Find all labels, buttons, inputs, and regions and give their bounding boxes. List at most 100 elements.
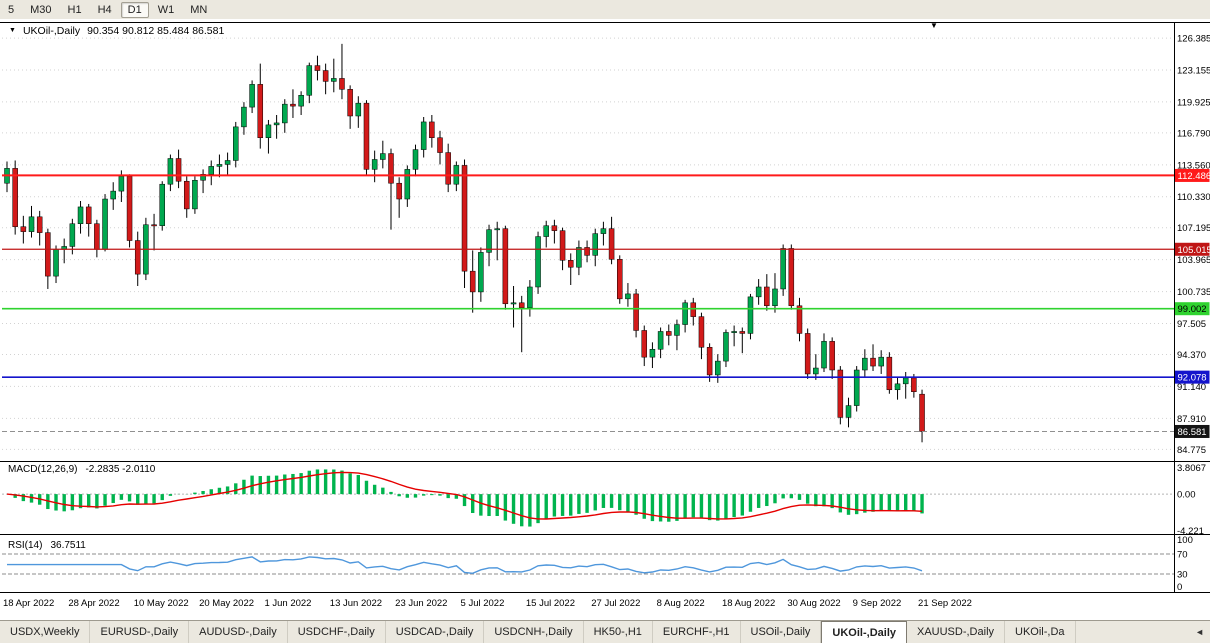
candle-body — [682, 302, 688, 325]
timeframe-button-mn[interactable]: MN — [190, 3, 208, 16]
tab-usdcad-daily[interactable]: USDCAD-,Daily — [385, 621, 485, 643]
price-line-label-box — [1175, 424, 1210, 438]
timeframe-button-h4[interactable]: H4 — [97, 3, 112, 16]
candle-body — [208, 166, 214, 175]
candle-body — [788, 248, 795, 307]
candle-body — [821, 341, 827, 369]
candle-body — [102, 198, 108, 250]
candle-body — [298, 94, 304, 107]
candle-body — [608, 228, 615, 260]
candle-body — [461, 165, 468, 272]
candle-body — [902, 377, 909, 385]
tab-usdchf-daily[interactable]: USDCHF-,Daily — [287, 621, 386, 643]
candle-body — [576, 247, 582, 268]
candle-body — [641, 330, 648, 358]
timeframe-button-m30[interactable]: M30 — [30, 3, 52, 16]
chart-title: ▼ UKOil-,Daily 90.354 90.812 85.484 86.5… — [6, 25, 228, 37]
candle-body — [420, 121, 427, 150]
tab-ukoil-daily[interactable]: UKOil-,Daily — [821, 621, 907, 643]
candle-body — [715, 360, 721, 376]
candle-body — [12, 168, 18, 227]
candle-body — [853, 369, 860, 406]
candle-body — [380, 153, 386, 160]
candle-body — [404, 169, 411, 200]
chart-shift-marker-icon[interactable]: ▼ — [930, 21, 938, 30]
tab-hk50-h1[interactable]: HK50-,H1 — [583, 621, 653, 643]
chart-tab-bar: USDX,Weekly EURUSD-,Daily AUDUSD-,Daily USD… — [0, 620, 1210, 643]
rsi-axis-label: 100 — [1177, 535, 1193, 546]
candle-body — [633, 293, 639, 331]
tab-usoil-daily[interactable]: USOil-,Daily — [740, 621, 822, 643]
tab-usdcnh-daily[interactable]: USDCNH-,Daily — [484, 621, 584, 643]
tab-audusd-daily[interactable]: AUDUSD-,Daily — [189, 621, 288, 643]
candle-body — [28, 216, 35, 232]
candle-body — [870, 357, 876, 367]
candle-body — [77, 206, 84, 224]
candle-body — [412, 149, 419, 170]
candle-body — [764, 286, 770, 307]
timeframe-button-w1[interactable]: W1 — [157, 3, 175, 16]
candle-body — [878, 356, 884, 367]
date-tick-label: 18 Aug 2022 — [722, 598, 775, 609]
candle-body — [862, 357, 868, 371]
rsi-axis-label: 0 — [1177, 582, 1182, 593]
candle-body — [698, 316, 705, 348]
candle-body — [183, 180, 190, 210]
candle-body — [486, 229, 492, 253]
date-tick-label: 15 Jul 2022 — [526, 598, 575, 609]
candle-body — [20, 226, 27, 232]
tab-scroll-left-icon[interactable]: ◄ — [1195, 627, 1204, 637]
candle-body — [134, 240, 141, 275]
candle-body — [837, 369, 844, 418]
candle-body — [625, 293, 631, 300]
candle-body — [772, 288, 778, 307]
candle-body — [551, 225, 558, 231]
price-tick-label: 126.385 — [1177, 34, 1210, 45]
candle-body — [527, 286, 533, 308]
candle-body — [322, 70, 329, 82]
tab-eurusd-daily[interactable]: EURUSD-,Daily — [90, 621, 190, 643]
candle-body — [469, 270, 476, 293]
price-line-label-box — [1175, 242, 1210, 256]
date-tick-label: 27 Jul 2022 — [591, 598, 640, 609]
candle-body — [617, 259, 623, 300]
tab-xauusd-daily[interactable]: XAUUSD-,Daily — [907, 621, 1006, 643]
price-tick-label: 107.195 — [1177, 223, 1210, 234]
candle-body — [363, 102, 370, 170]
price-line-label-box — [1175, 168, 1210, 182]
candle-body — [282, 103, 288, 124]
price-line-label: 112.486 — [1178, 171, 1210, 182]
date-tick-label: 8 Aug 2022 — [657, 598, 705, 609]
candle-body — [241, 106, 247, 128]
date-tick-label: 20 May 2022 — [199, 598, 254, 609]
candle-body — [780, 248, 786, 290]
candle-body — [175, 158, 182, 182]
candle-body — [649, 348, 656, 358]
candle-body — [159, 183, 165, 226]
rsi-indicator-label: RSI(14) 36.7511 — [6, 540, 88, 551]
timeframe-button-d1[interactable]: D1 — [120, 1, 149, 18]
price-tick-label: 87.910 — [1177, 414, 1206, 425]
date-tick-label: 30 Aug 2022 — [787, 598, 840, 609]
tab-eurchf-h1[interactable]: EURCHF-,H1 — [652, 621, 741, 643]
candle-body — [674, 324, 680, 336]
timeframe-button-h1[interactable]: H1 — [67, 3, 82, 16]
timeframe-button-5[interactable]: 5 — [8, 3, 15, 16]
candle-body — [118, 176, 125, 192]
macd-axis-min: -4.221 — [1177, 526, 1204, 537]
candle-body — [731, 331, 737, 333]
macd-name: MACD(12,26,9) — [8, 464, 78, 475]
chart-canvas[interactable]: 126.385 123.155 119.925 116.790 113.560 110.3… — [0, 0, 1210, 620]
macd-axis-zero: 0.00 — [1177, 490, 1196, 501]
candle-body — [429, 121, 435, 138]
tab-usdx-weekly[interactable]: USDX,Weekly — [0, 621, 91, 643]
tab-ukoil-da[interactable]: UKOil-,Da — [1005, 621, 1076, 643]
candle-body — [510, 302, 517, 305]
rsi-axis-label: 70 — [1177, 550, 1188, 561]
chart-menu-triangle-icon[interactable]: ▼ — [9, 27, 16, 34]
macd-signal-line — [6, 471, 923, 520]
candle-body — [886, 356, 893, 391]
date-tick-label: 13 Jun 2022 — [330, 598, 382, 609]
candle-body — [167, 158, 174, 185]
macd-indicator-label: MACD(12,26,9) -2.2835 -2.0110 — [6, 464, 158, 475]
